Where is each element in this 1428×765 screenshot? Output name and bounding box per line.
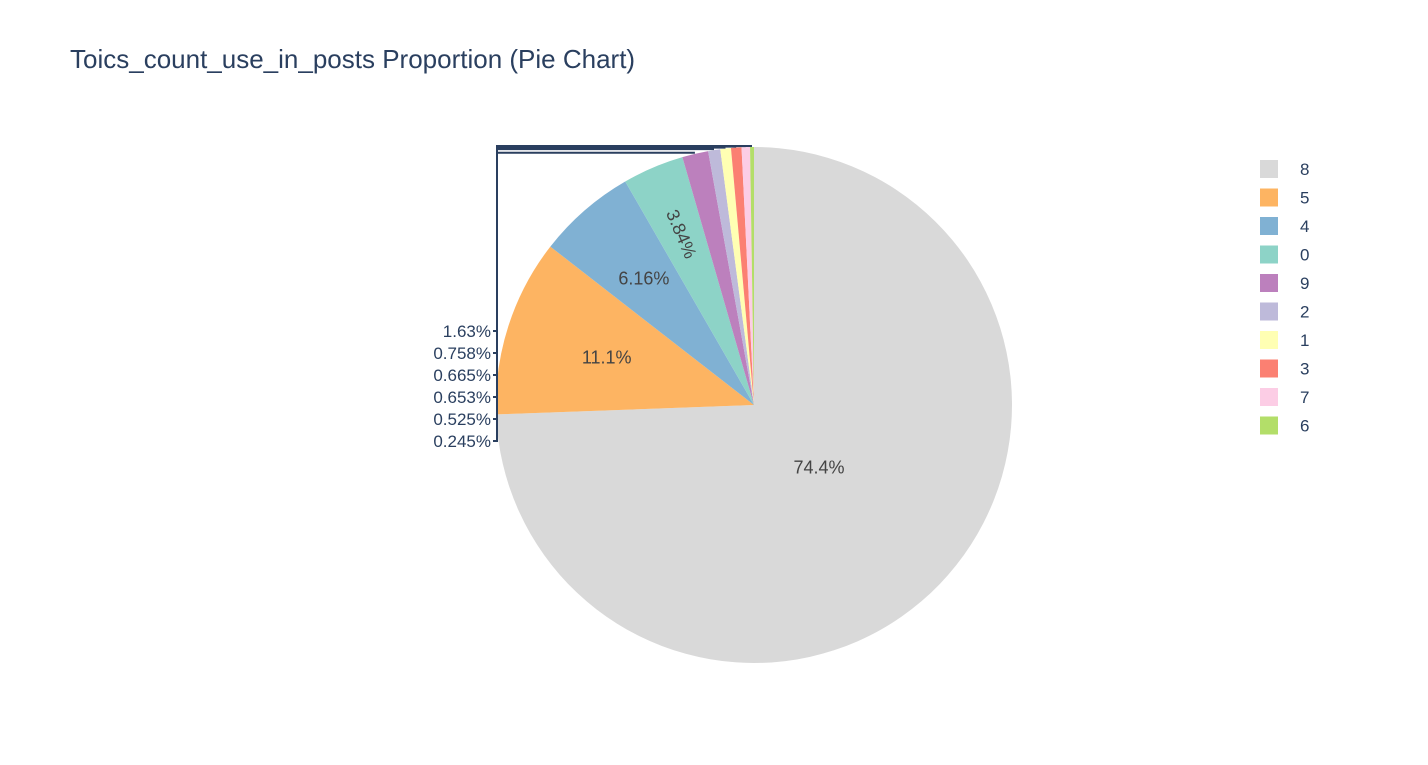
legend-swatch — [1260, 188, 1278, 207]
legend-item-7[interactable]: 7 — [1260, 388, 1309, 407]
legend-label: 6 — [1300, 417, 1309, 436]
legend-swatch — [1260, 160, 1278, 178]
pie-slices — [495, 147, 1012, 663]
legend-item-5[interactable]: 5 — [1260, 188, 1309, 208]
pie-slice-1[interactable] — [720, 148, 754, 405]
legend-label: 8 — [1300, 160, 1309, 179]
legend-swatch — [1260, 416, 1278, 435]
legend[interactable]: 8 5 4 0 9 2 1 3 7 6 — [1260, 160, 1309, 436]
legend-item-2[interactable]: 2 — [1260, 302, 1309, 322]
pie-slice-2[interactable] — [708, 149, 754, 405]
legend-swatch — [1260, 359, 1278, 378]
pie-slice-8[interactable] — [496, 147, 1012, 663]
slice-label-9: 1.63% — [443, 322, 491, 341]
legend-item-1[interactable]: 1 — [1260, 331, 1309, 350]
legend-label: 4 — [1300, 217, 1309, 236]
legend-swatch — [1260, 302, 1278, 321]
legend-swatch — [1260, 388, 1278, 406]
slice-label-3: 0.653% — [433, 388, 491, 407]
slice-label-2: 0.758% — [433, 344, 491, 363]
pie-slice-5[interactable] — [495, 246, 754, 415]
pie-slice-0[interactable] — [625, 157, 754, 405]
pie-slice-6[interactable] — [750, 147, 754, 405]
legend-label: 9 — [1300, 274, 1309, 293]
legend-label: 5 — [1300, 189, 1309, 208]
pie-slice-9[interactable] — [682, 151, 754, 405]
legend-label: 7 — [1300, 388, 1309, 407]
legend-item-9[interactable]: 9 — [1260, 274, 1309, 293]
slice-label-7: 0.525% — [433, 410, 491, 429]
connector-6 — [493, 145, 752, 442]
pie-slice-7[interactable] — [741, 147, 754, 405]
slice-label-6: 0.245% — [433, 432, 491, 451]
legend-item-4[interactable]: 4 — [1260, 217, 1309, 236]
legend-label: 2 — [1300, 303, 1309, 322]
label-connectors — [493, 145, 752, 442]
legend-swatch — [1260, 217, 1278, 235]
legend-swatch — [1260, 274, 1278, 292]
slice-label-5: 11.1% — [582, 347, 632, 367]
slice-label-8: 74.4% — [793, 458, 844, 478]
legend-item-6[interactable]: 6 — [1260, 416, 1309, 436]
slice-label-1: 0.665% — [433, 366, 491, 385]
pie-slice-4[interactable] — [550, 181, 754, 405]
legend-swatch — [1260, 331, 1278, 349]
slice-label-4: 6.16% — [618, 269, 669, 289]
legend-label: 1 — [1300, 331, 1309, 350]
legend-label: 0 — [1300, 246, 1309, 265]
pie-slice-3[interactable] — [730, 147, 754, 406]
legend-swatch — [1260, 245, 1278, 264]
legend-item-8[interactable]: 8 — [1260, 160, 1309, 179]
legend-item-3[interactable]: 3 — [1260, 359, 1309, 379]
legend-item-0[interactable]: 0 — [1260, 245, 1309, 265]
chart-title: Toics_count_use_in_posts Proportion (Pie… — [70, 44, 636, 74]
legend-label: 3 — [1300, 360, 1309, 379]
